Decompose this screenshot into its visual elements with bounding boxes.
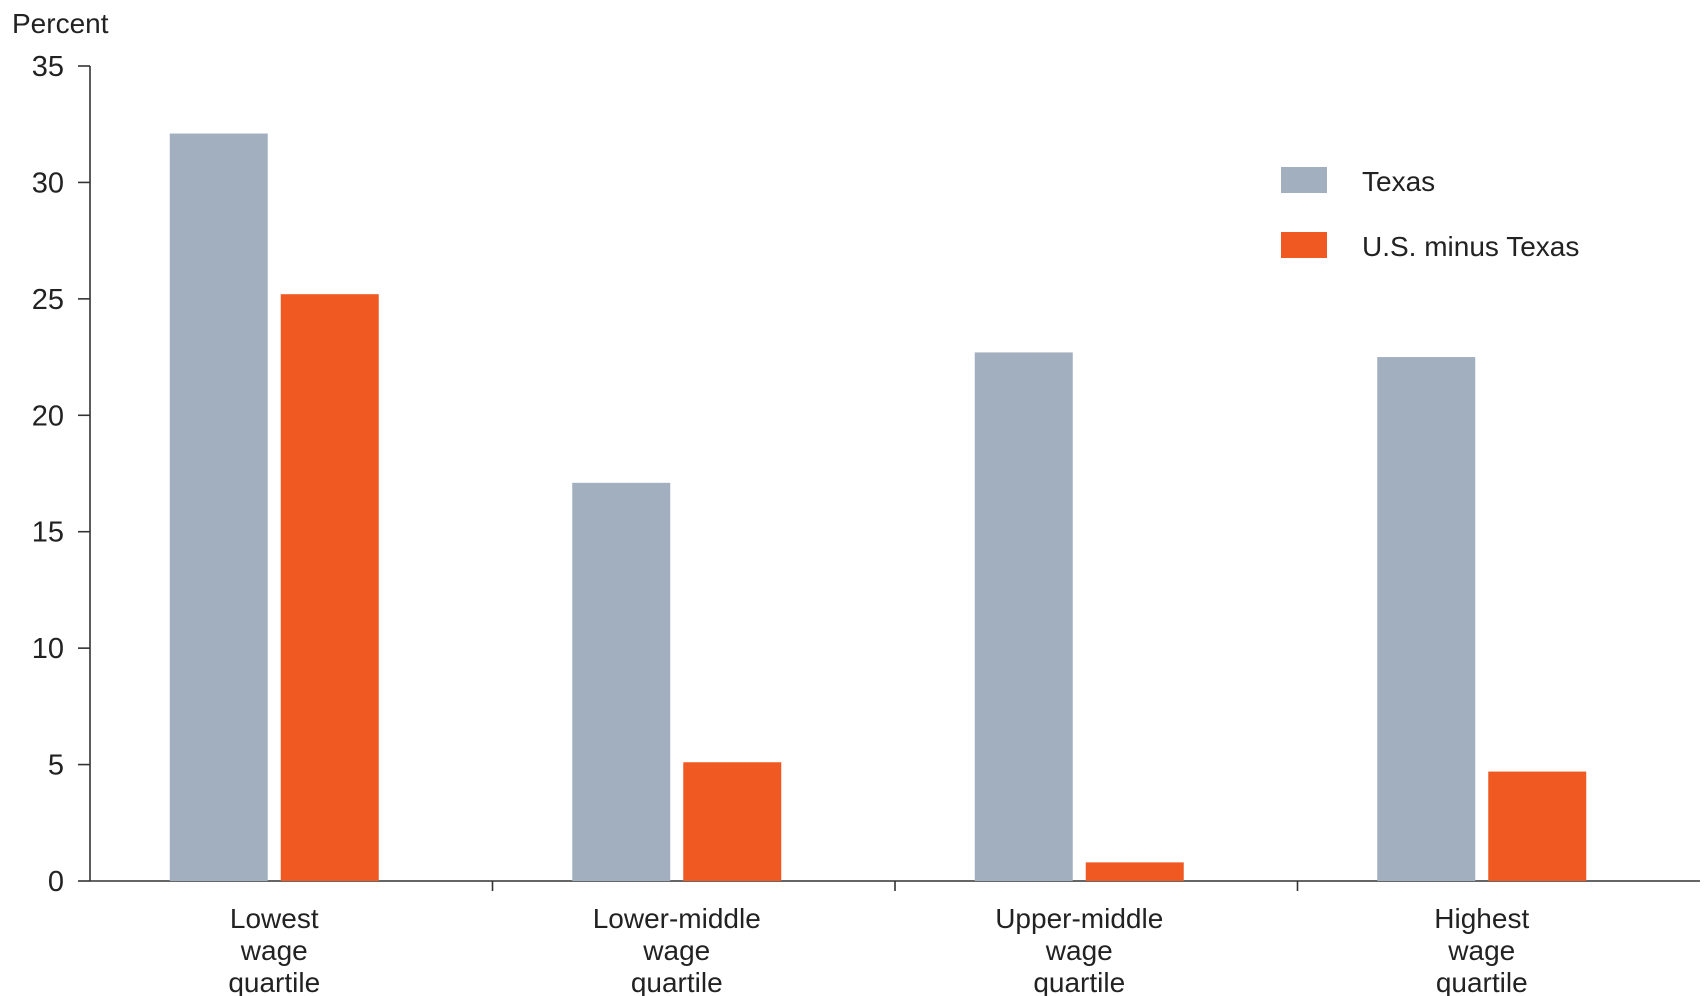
y-tick-label: 10 — [32, 633, 64, 665]
x-category-label-line: Highest — [1434, 903, 1529, 934]
x-category-label-line: wage — [1045, 935, 1113, 966]
x-category-label: Highest wage quartile — [1434, 903, 1529, 996]
bar-texas-4 — [1377, 357, 1476, 882]
x-category-label-line: quartile — [228, 967, 320, 996]
x-category-label-line: Lowest — [230, 903, 319, 934]
x-category-label: Upper-middle wage quartile — [995, 903, 1163, 996]
bar-u-s-minus-texas-3 — [1085, 862, 1184, 881]
legend-label: U.S. minus Texas — [1362, 231, 1579, 262]
bars — [169, 133, 1587, 882]
y-tick-label: 15 — [32, 517, 64, 549]
x-category-label: Lowest wage quartile — [228, 903, 320, 996]
y-tick-label: 5 — [48, 750, 64, 782]
x-category-label-line: wage — [642, 935, 710, 966]
y-tick-label: 25 — [32, 284, 64, 316]
x-category-label: Lower-middle wage quartile — [593, 903, 761, 996]
y-axis-label: Percent — [12, 8, 109, 39]
bar-u-s-minus-texas-2 — [683, 762, 782, 881]
y-tick-label: 0 — [48, 866, 64, 898]
x-category-label-line: quartile — [631, 967, 723, 996]
y-axis-ticks: 0 5 10 15 20 25 30 35 — [32, 51, 90, 898]
bar-u-s-minus-texas-4 — [1488, 771, 1587, 881]
bar-u-s-minus-texas-1 — [280, 294, 379, 881]
y-tick-label: 30 — [32, 167, 64, 199]
x-category-label-line: wage — [240, 935, 308, 966]
x-category-label-line: quartile — [1436, 967, 1528, 996]
x-category-label-line: wage — [1447, 935, 1515, 966]
x-category-label-line: Lower-middle — [593, 903, 761, 934]
bar-texas-3 — [974, 352, 1073, 881]
x-category-label-line: Upper-middle — [995, 903, 1163, 934]
legend: Texas U.S. minus Texas — [1281, 166, 1579, 262]
y-tick-label: 20 — [32, 400, 64, 432]
x-category-label-line: quartile — [1033, 967, 1125, 996]
bar-texas-1 — [169, 133, 268, 881]
y-tick-label: 35 — [32, 51, 64, 83]
legend-swatch — [1281, 232, 1327, 258]
legend-label: Texas — [1362, 166, 1435, 197]
bar-texas-2 — [572, 482, 671, 881]
legend-swatch — [1281, 167, 1327, 193]
